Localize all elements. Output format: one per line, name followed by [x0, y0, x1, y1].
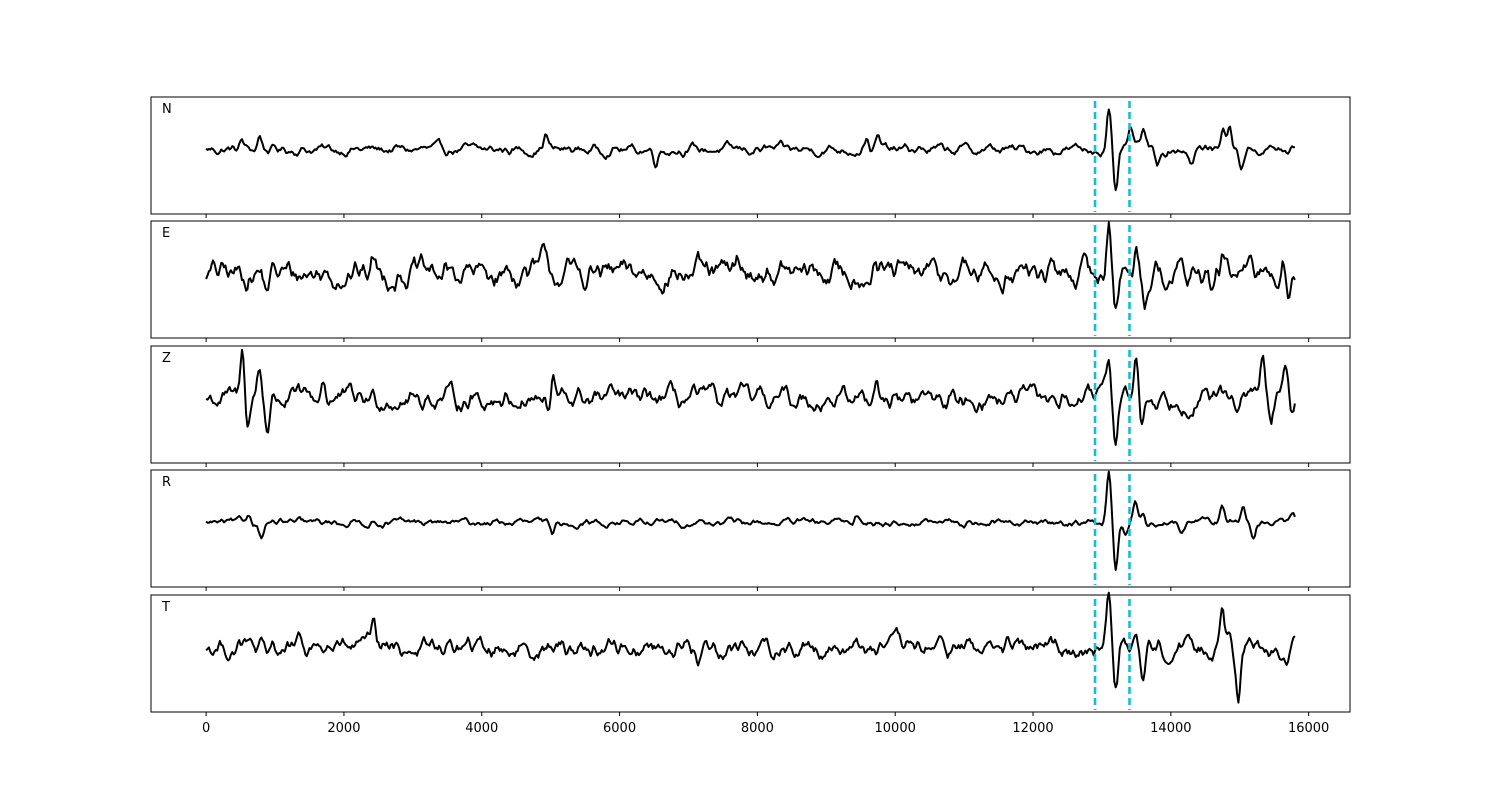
panel-frame [150, 594, 1351, 713]
trace-t [205, 591, 1296, 704]
panel-z: Z [150, 345, 1351, 467]
panel-n: N [150, 96, 1351, 218]
trace-n [205, 108, 1296, 192]
x-tick-label: 0 [202, 721, 210, 736]
panel-r: R [150, 469, 1351, 591]
trace-z [205, 348, 1296, 446]
panel-frame [150, 345, 1351, 464]
x-tick-label: 14000 [1150, 721, 1191, 736]
x-tick-label: 2000 [327, 721, 360, 736]
x-tick-label: 6000 [603, 721, 636, 736]
panel-frame [150, 96, 1351, 215]
panel-label: R [162, 475, 171, 490]
x-tick-label: 8000 [741, 721, 774, 736]
panel-e: E [150, 220, 1351, 342]
x-tick-label: 12000 [1012, 721, 1053, 736]
panel-t: T [150, 591, 1351, 716]
x-tick-label: 16000 [1288, 721, 1329, 736]
x-axis: 0 2000 4000 6000 8000 10000 12000 14000 16000 [202, 721, 1329, 736]
panel-frame [150, 220, 1351, 339]
panel-frame [150, 469, 1351, 588]
trace-r [205, 470, 1296, 571]
panel-label: T [161, 600, 170, 615]
panel-label: Z [162, 351, 171, 366]
panel-label: N [162, 102, 172, 117]
trace-e [205, 221, 1296, 311]
panels-layer: N E Z R T [150, 96, 1351, 716]
x-tick-label: 10000 [875, 721, 916, 736]
x-tick-label: 4000 [465, 721, 498, 736]
panel-label: E [162, 226, 170, 241]
